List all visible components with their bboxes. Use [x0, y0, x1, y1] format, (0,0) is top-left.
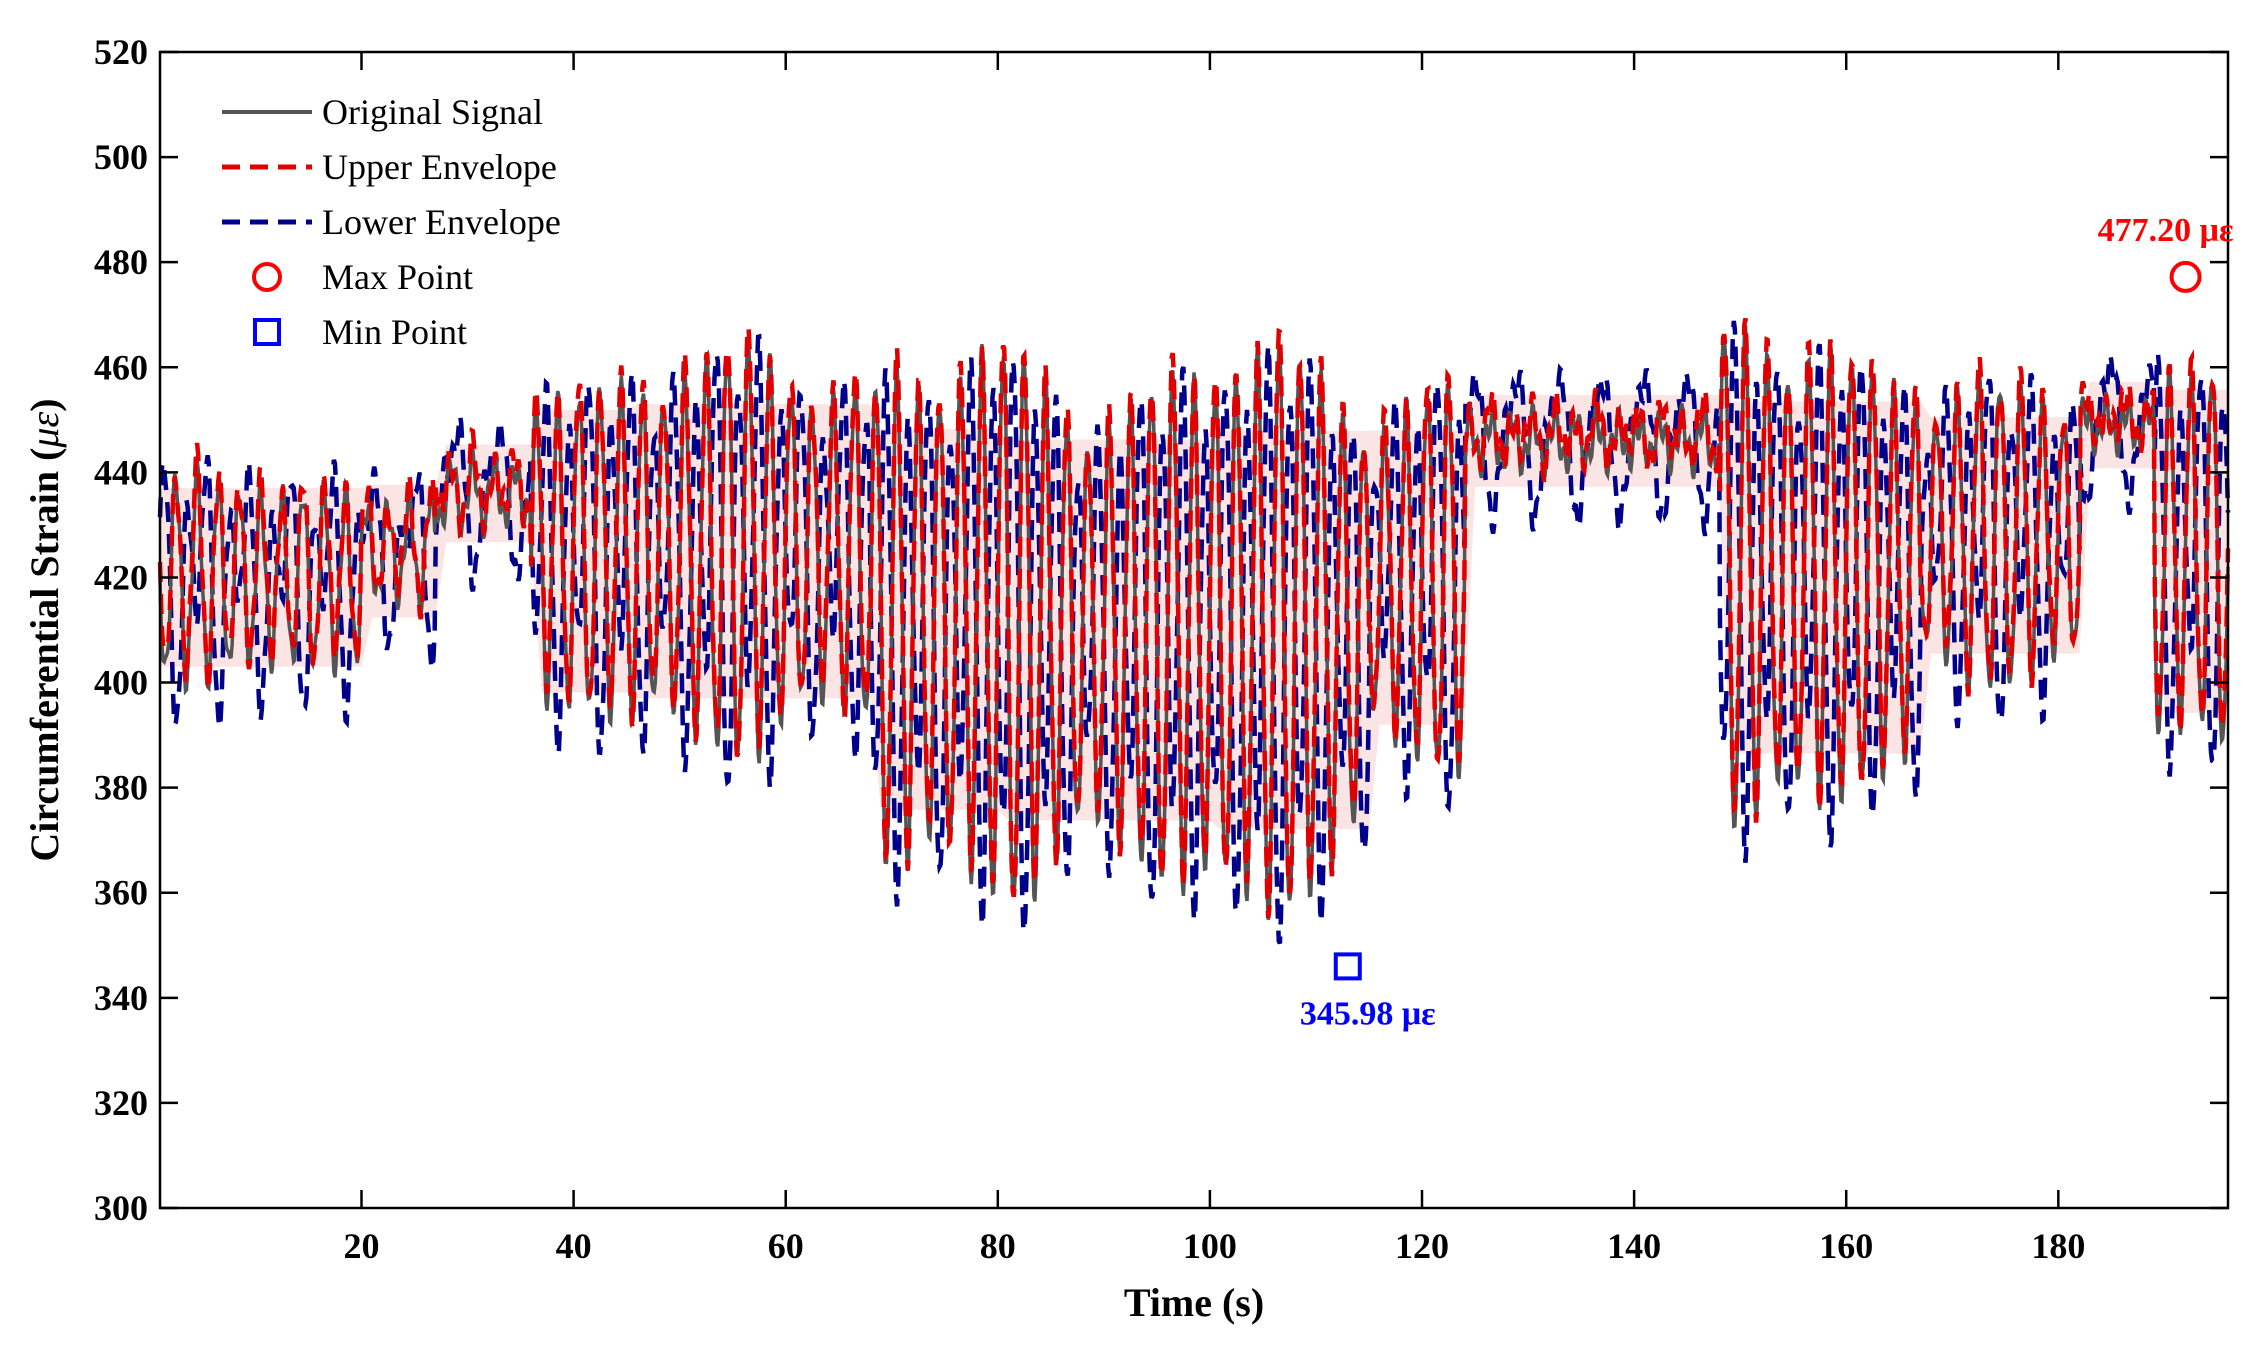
y-tick-label: 460 — [94, 347, 148, 387]
upper-envelope-line — [157, 317, 2231, 919]
x-tick-label: 120 — [1395, 1226, 1449, 1266]
legend-label-original-signal: Original Signal — [322, 92, 543, 132]
legend: Original Signal Upper Envelope Lower Env… — [222, 92, 561, 352]
x-tick-label: 40 — [556, 1226, 592, 1266]
y-tick-label: 500 — [94, 137, 148, 177]
y-tick-label: 520 — [94, 32, 148, 72]
legend-label-min-point: Min Point — [322, 312, 467, 352]
y-tick-label: 340 — [94, 978, 148, 1018]
y-tick-label: 440 — [94, 452, 148, 492]
y-tick-label: 320 — [94, 1083, 148, 1123]
legend-label-max-point: Max Point — [322, 257, 473, 297]
x-tick-label: 140 — [1607, 1226, 1661, 1266]
y-axis-ticks: 300 320 340 360 380 400 420 440 460 480 500 520 — [94, 32, 2228, 1228]
max-point-label: 477.20 με — [2098, 212, 2234, 249]
lower-envelope-series — [157, 320, 2231, 945]
y-axis-title-unit: με — [22, 412, 67, 449]
y-tick-label: 300 — [94, 1188, 148, 1228]
x-tick-label: 60 — [768, 1226, 804, 1266]
x-tick-label: 20 — [343, 1226, 379, 1266]
legend-label-lower-envelope: Lower Envelope — [322, 202, 561, 242]
y-tick-label: 360 — [94, 873, 148, 913]
y-axis-title-text: Circumferential Strain ( — [22, 448, 67, 862]
legend-swatch-min-point — [253, 318, 281, 346]
y-axis-title-close: ) — [22, 398, 67, 411]
legend-swatch-max-point — [252, 262, 282, 292]
y-tick-label: 480 — [94, 242, 148, 282]
legend-label-upper-envelope: Upper Envelope — [322, 147, 557, 187]
y-axis-title: Circumferential Strain (με) — [22, 398, 67, 861]
x-axis-title: Time (s) — [1124, 1280, 1264, 1325]
x-tick-label: 100 — [1183, 1226, 1237, 1266]
lower-envelope-line — [157, 320, 2231, 945]
upper-envelope-series — [157, 317, 2231, 919]
y-tick-label: 380 — [94, 768, 148, 808]
x-axis-ticks: 20 40 60 80 100 120 140 160 180 — [343, 52, 2085, 1266]
x-tick-label: 80 — [980, 1226, 1016, 1266]
x-tick-label: 180 — [2031, 1226, 2085, 1266]
plot-frame — [158, 50, 2230, 1210]
min-point-label: 345.98 με — [1300, 995, 1436, 1032]
min-point-marker — [1333, 952, 1362, 981]
y-tick-label: 400 — [94, 663, 148, 703]
y-tick-label: 420 — [94, 557, 148, 597]
x-tick-label: 160 — [1819, 1226, 1873, 1266]
max-point-marker — [2169, 260, 2202, 293]
